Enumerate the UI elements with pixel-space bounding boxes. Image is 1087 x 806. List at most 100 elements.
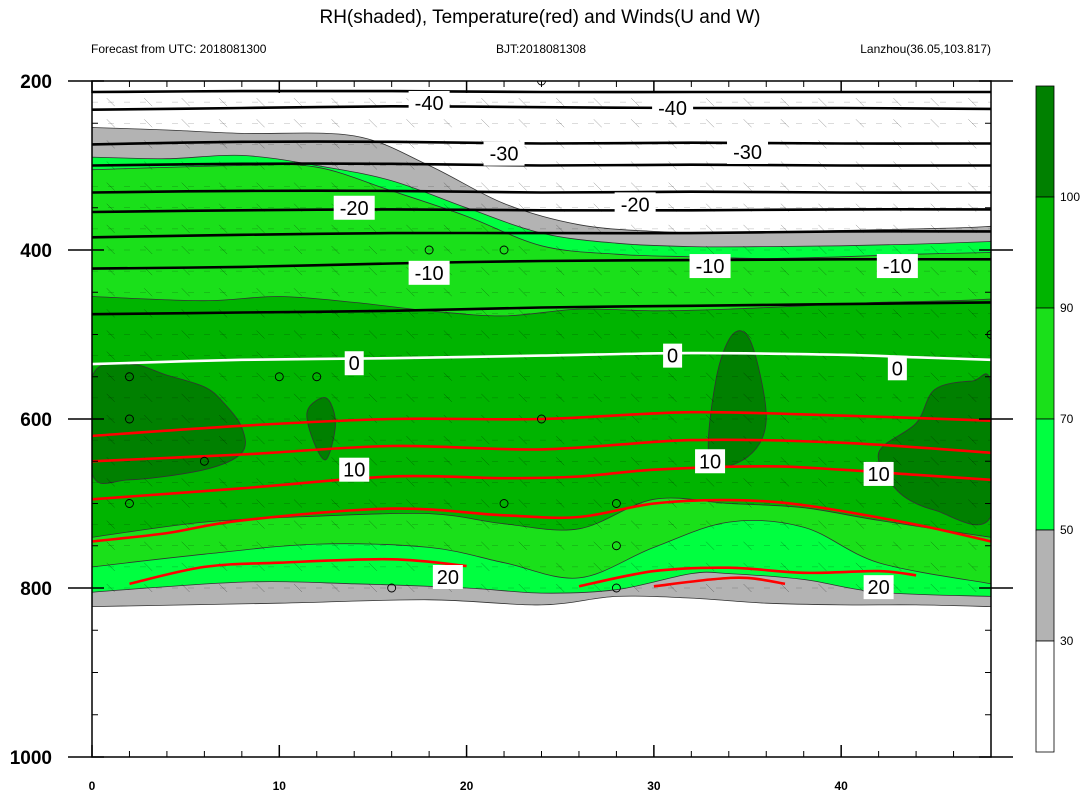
wind-barb: [518, 245, 527, 255]
wind-barb: [368, 583, 378, 593]
calm-wind-markers: [125, 81, 991, 593]
wind-barb: [106, 541, 115, 550]
wind-barb: [406, 499, 415, 508]
calm-marker: [125, 499, 134, 508]
wind-barb: [293, 541, 303, 550]
wind-barb: [481, 583, 490, 593]
contour-label: -20: [621, 194, 650, 216]
temperature-line: [92, 464, 991, 501]
wind-barb: [930, 541, 939, 550]
wind-barb: [705, 224, 715, 234]
rh-moist-patch: [306, 397, 336, 461]
wind-barb: [106, 288, 115, 297]
wind-barb: [593, 309, 602, 318]
wind-barb: [368, 266, 378, 276]
wind-barb: [818, 119, 827, 128]
wind-barb: [106, 224, 115, 234]
wind-barb: [144, 562, 153, 572]
wind-barb: [481, 372, 490, 381]
calm-marker: [274, 372, 284, 382]
wind-barb: [181, 245, 190, 255]
wind-barb: [368, 245, 378, 255]
wind-barb: [368, 541, 378, 550]
wind-barb: [368, 224, 378, 234]
wind-barb: [556, 435, 565, 445]
wind-barb: [556, 309, 565, 318]
wind-barb: [780, 309, 790, 318]
wind-barb: [443, 541, 453, 550]
wind-barb: [293, 330, 303, 339]
wind-barb: [443, 499, 453, 508]
wind-barb: [181, 224, 190, 234]
temperature-line: [653, 576, 786, 588]
contour-label-bg: [887, 356, 907, 381]
wind-barb: [368, 330, 378, 339]
wind-barb: [780, 330, 790, 339]
contour-label: -20: [340, 198, 369, 220]
wind-barb: [481, 478, 490, 487]
chart-title: RH(shaded), Temperature(red) and Winds(U…: [319, 7, 760, 28]
wind-barb: [256, 541, 265, 550]
wind-barb: [331, 583, 340, 593]
wind-barb: [818, 414, 827, 424]
wind-barb: [968, 499, 977, 508]
y-tick-label: 200: [20, 72, 52, 93]
wind-barb: [181, 520, 190, 529]
wind-barb: [443, 478, 453, 487]
wind-barb: [518, 562, 527, 572]
wind-barb: [518, 457, 527, 466]
wind-barb: [855, 478, 865, 487]
wind-barb: [893, 583, 902, 593]
colorbar-tick-label: 50: [1060, 523, 1074, 537]
contour-label: 20: [868, 577, 890, 599]
wind-barb: [144, 330, 153, 339]
wind-barb: [481, 499, 490, 508]
y-tick-label: 400: [20, 241, 52, 262]
wind-barb: [930, 435, 939, 445]
contour-label: -30: [490, 144, 519, 166]
wind-barb: [368, 288, 378, 297]
wind-barb: [406, 119, 415, 128]
wind-barb: [743, 97, 752, 107]
wind-barb: [968, 457, 977, 466]
x-tick-label: 0: [89, 779, 96, 793]
calm-marker: [125, 414, 134, 424]
wind-barb: [556, 520, 565, 529]
wind-barb: [930, 583, 939, 593]
wind-barb: [368, 520, 378, 529]
wind-barb: [256, 330, 265, 339]
wind-barb: [968, 478, 977, 487]
calm-marker: [499, 245, 509, 255]
wind-barb: [181, 393, 190, 403]
wind-barb: [630, 245, 640, 255]
location-subtitle: Lanzhou(36.05,103.817): [860, 42, 991, 56]
wind-barb: [780, 266, 790, 276]
wind-barb: [855, 266, 865, 276]
wind-barb: [331, 562, 340, 572]
wind-barb: [406, 372, 415, 381]
wind-barb: [930, 288, 939, 297]
wind-barb: [855, 499, 865, 508]
wind-barb: [705, 245, 715, 255]
wind-barb: [256, 288, 265, 297]
wind-barb: [780, 182, 790, 191]
wind-barb: [780, 372, 790, 381]
wind-barb: [930, 266, 939, 276]
wind-barb: [368, 435, 378, 445]
wind-barb: [593, 266, 602, 276]
colorbar-swatch: [1035, 85, 1055, 198]
contour-label-bg: [339, 457, 370, 482]
wind-barb: [293, 583, 303, 593]
wind-barb: [630, 330, 640, 339]
contour-label-bg: [333, 195, 375, 220]
temperature-line: [92, 208, 991, 214]
wind-barb: [893, 541, 902, 550]
wind-barb: [556, 562, 565, 572]
wind-barb: [218, 435, 228, 445]
wind-barb: [443, 372, 453, 381]
wind-barb: [930, 562, 939, 572]
wind-barb: [893, 119, 902, 128]
wind-barb: [181, 478, 190, 487]
wind-barb: [293, 245, 303, 255]
wind-barb: [556, 97, 565, 107]
